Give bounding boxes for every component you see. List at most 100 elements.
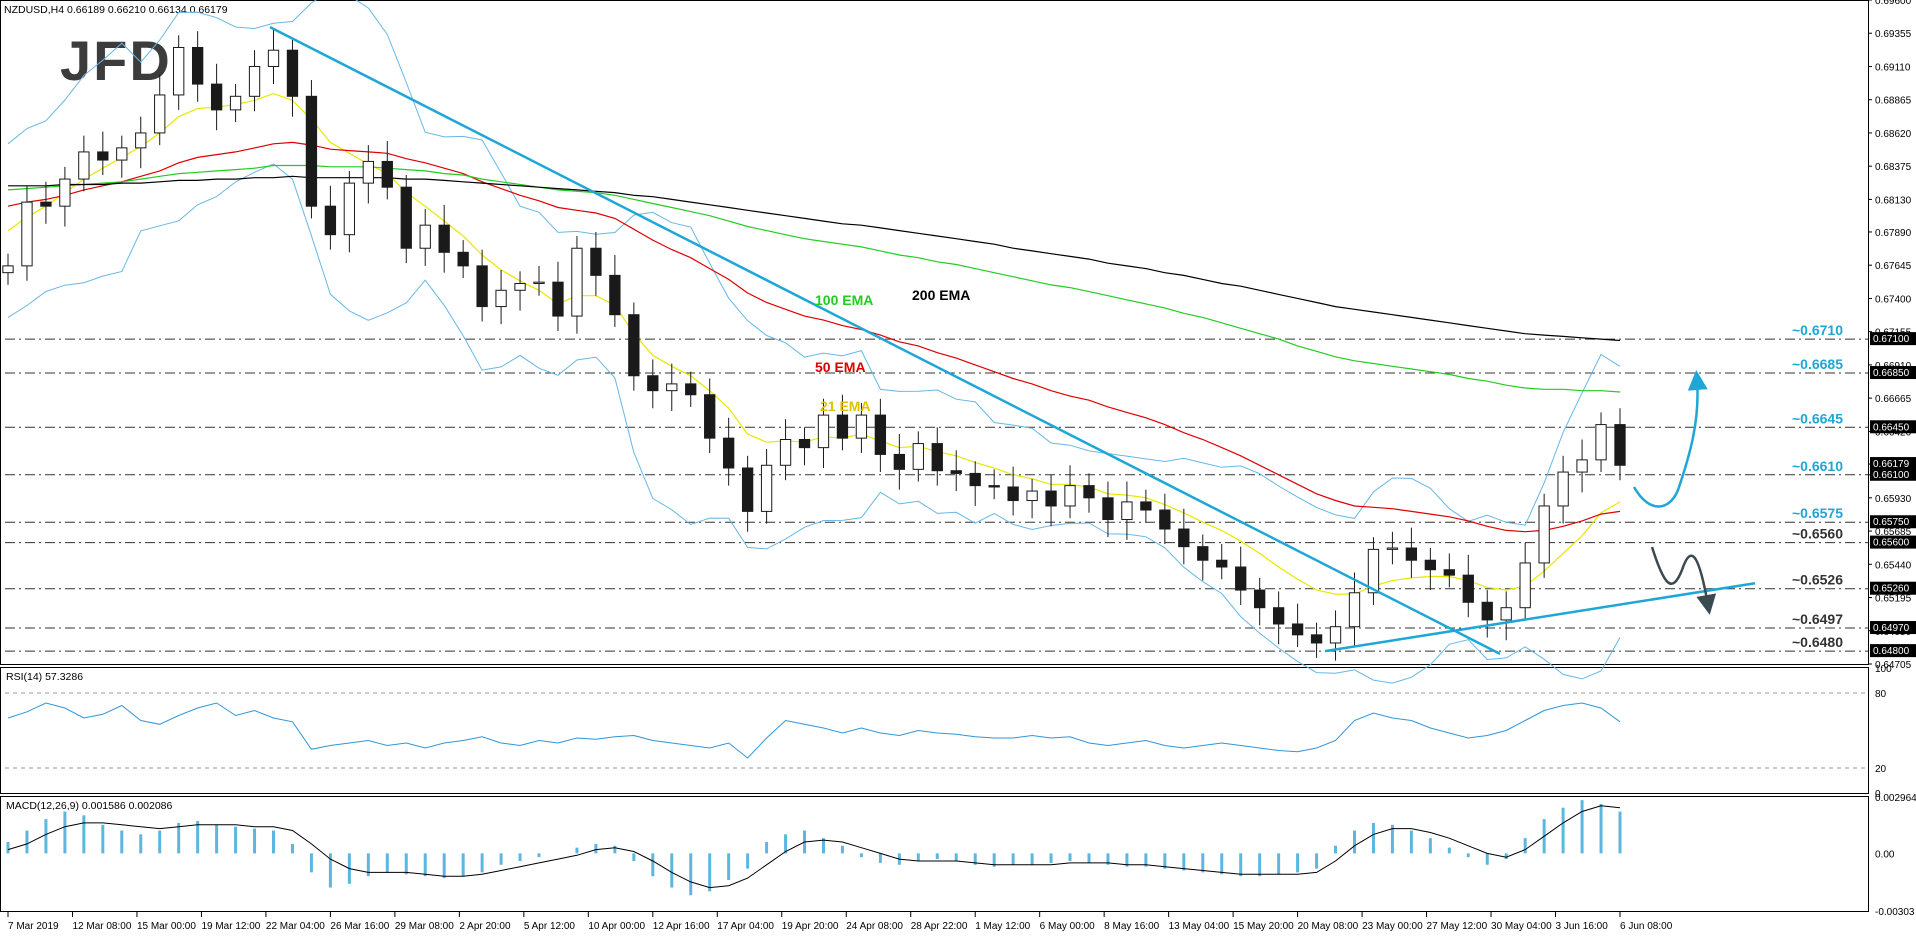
candle [1405, 527, 1418, 578]
candle-bull [817, 414, 830, 449]
candle-bear [1405, 547, 1418, 561]
candle-bear [609, 274, 621, 316]
x-tick-label: 19 Mar 12:00 [201, 921, 260, 932]
candle-bear [1254, 589, 1266, 609]
candle-bull [2, 265, 14, 274]
candle-bear [874, 414, 887, 455]
candle-bear [1235, 566, 1247, 591]
candle-bear [400, 186, 412, 249]
x-tick-label: 28 Apr 22:00 [911, 921, 968, 932]
x-tick-label: 13 May 04:00 [1169, 921, 1230, 932]
price-highlight-box [1870, 332, 1916, 346]
price-tick-label: 0.67400 [1875, 294, 1912, 305]
price-highlight-label: 0.66850 [1873, 368, 1910, 379]
price-highlight-label: 0.65750 [1873, 517, 1910, 528]
x-tick-label: 27 May 12:00 [1427, 921, 1488, 932]
candle [704, 378, 716, 454]
logo-text: JFD [60, 29, 172, 92]
candle [723, 417, 735, 486]
candle [1197, 534, 1209, 581]
candle [817, 398, 830, 468]
candle [1481, 590, 1493, 638]
candle-bull [419, 224, 431, 249]
x-tick-label: 1 May 12:00 [975, 921, 1030, 932]
candle-bear [1102, 497, 1114, 521]
price-highlight-box [1870, 515, 1916, 529]
candle-bull [495, 289, 507, 308]
candle-bear [1045, 490, 1057, 507]
candle [1329, 610, 1342, 661]
candle-bull [59, 178, 71, 207]
x-tick-label: 6 May 00:00 [1040, 921, 1095, 932]
candle [571, 236, 583, 334]
candle [78, 135, 90, 192]
candle [1367, 537, 1380, 605]
x-tick-label: 6 Jun 08:00 [1620, 921, 1673, 932]
candle-bear [988, 485, 1000, 488]
candle-bear [210, 83, 223, 111]
price-tick-label: 0.65195 [1875, 594, 1912, 605]
candle [1007, 466, 1019, 516]
candle-bear [590, 247, 602, 276]
candle-bull [1367, 548, 1380, 594]
candle-bear [836, 414, 849, 439]
candle [969, 461, 981, 506]
bearish-scenario-arrow [1650, 546, 1717, 615]
trendline-downtrend [269, 26, 1501, 655]
candle [2, 253, 14, 285]
candle-bear [97, 151, 109, 161]
x-tick-label: 15 Mar 00:00 [137, 921, 196, 932]
level-label: ~0.6575 [1792, 505, 1843, 521]
candle-bull [116, 147, 128, 161]
main-pane-frame [0, 0, 1869, 665]
candle-bear [40, 201, 52, 207]
x-tick-label: 8 May 16:00 [1104, 921, 1159, 932]
price-highlight-box [1870, 535, 1916, 549]
candle-bull [760, 464, 773, 512]
candle [685, 371, 697, 407]
candle [533, 265, 545, 296]
price-highlight-label: 0.65600 [1873, 538, 1910, 549]
macd-tick-label: 0.002964 [1875, 793, 1916, 804]
candle-bear [1272, 607, 1285, 625]
candle [191, 31, 204, 102]
candle-bull [135, 132, 147, 149]
candle-bear [950, 470, 962, 474]
candle [1254, 577, 1266, 626]
rsi-label: RSI(14) 57.3286 [6, 671, 83, 683]
candle [514, 271, 526, 311]
level-label: ~0.6610 [1792, 458, 1843, 474]
candle-bear [969, 472, 981, 487]
price-highlight-box [1870, 621, 1916, 635]
candle-bear [191, 46, 204, 85]
bollinger-lower [7, 163, 1621, 684]
candle [552, 261, 564, 331]
candle-bear [1178, 528, 1190, 548]
ema-line-50ema [7, 141, 1621, 533]
rsi-line [7, 702, 1621, 759]
candle-bull [779, 439, 792, 466]
candle-bull [267, 49, 280, 67]
candle-bull [154, 94, 166, 134]
x-tick-label: 30 May 04:00 [1491, 921, 1552, 932]
candle [590, 231, 602, 296]
candle [1026, 478, 1038, 519]
price-tick-label: 0.69110 [1875, 62, 1911, 73]
candle [400, 174, 412, 264]
x-tick-label: 20 May 08:00 [1298, 921, 1359, 932]
candle [1178, 508, 1190, 565]
candle [1159, 493, 1171, 544]
candle-bull [21, 201, 33, 267]
candle [154, 74, 166, 146]
candle [248, 50, 261, 112]
ema-line-200ema [8, 175, 1621, 342]
candle-bull [855, 414, 868, 439]
candle-bear [476, 265, 488, 308]
x-tick-label: 7 Mar 2019 [8, 921, 59, 932]
price-highlight-label: 0.64800 [1873, 646, 1910, 657]
candle [229, 84, 242, 123]
ema-label: 200 EMA [912, 287, 970, 303]
price-tick-label: 0.66665 [1875, 394, 1912, 405]
